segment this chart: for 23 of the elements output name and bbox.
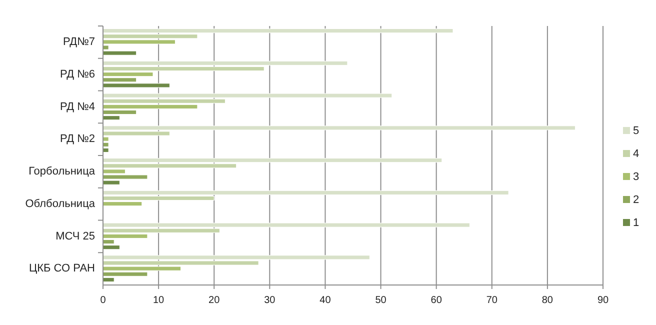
y-tick-label: Горбольница [28, 166, 96, 178]
legend-label: 4 [633, 148, 640, 160]
y-tick-label: МСЧ 25 [56, 230, 95, 242]
x-tick-label: 60 [430, 295, 442, 306]
x-tick-label: 80 [542, 295, 554, 306]
legend-label: 2 [633, 194, 640, 206]
x-tick-label: 70 [486, 295, 498, 306]
y-tick-label: ЦКБ СО РАН [28, 262, 96, 275]
y-tick-label: РД№7 [63, 36, 95, 48]
legend-label: 3 [633, 170, 640, 183]
legend-label: 1 [633, 216, 640, 229]
y-tick-label: РД №4 [60, 100, 95, 113]
x-tick-label: 50 [375, 295, 387, 306]
legend-label: 5 [633, 124, 640, 137]
x-tick-label: 90 [597, 295, 609, 306]
y-tick-label: РД №6 [60, 68, 95, 80]
x-tick-label: 30 [264, 295, 276, 306]
y-tick-label: Облбольница [25, 198, 96, 210]
x-tick-label: 20 [208, 295, 220, 306]
y-tick-label: РД №2 [60, 133, 95, 146]
x-tick-label: 0 [100, 295, 106, 306]
x-tick-label: 10 [152, 295, 165, 306]
x-tick-label: 40 [320, 295, 332, 306]
